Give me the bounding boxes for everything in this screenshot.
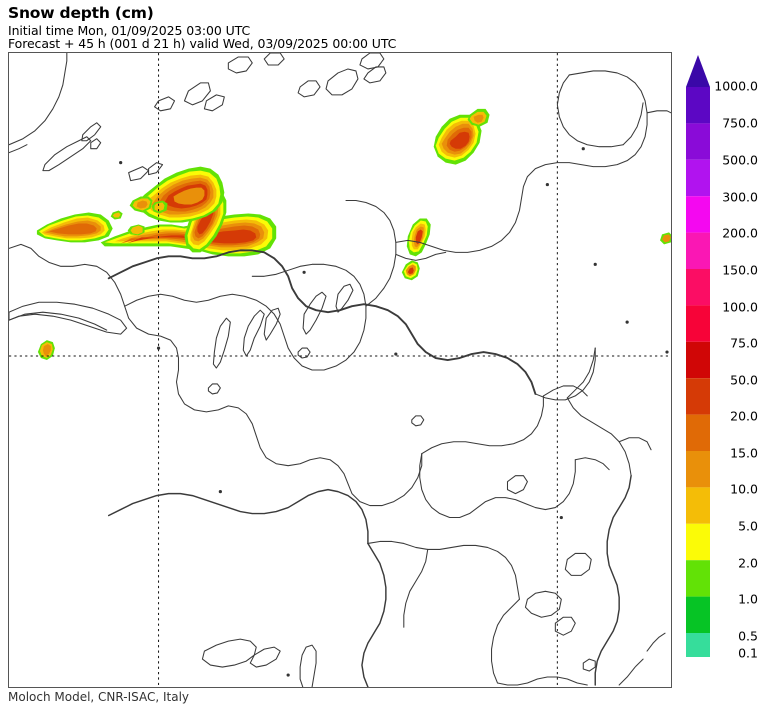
- snow-region-carnic: [401, 260, 420, 281]
- snow-region-small-patch-b: [129, 196, 153, 213]
- map-panel[interactable]: [8, 52, 672, 688]
- forecast-valid-label: Forecast + 45 h (001 d 21 h) valid Wed, …: [8, 36, 397, 51]
- snow-depth-field: [36, 108, 671, 361]
- snow-region-small-patch-d: [110, 210, 123, 220]
- colorbar-label-6: 100.0: [722, 299, 758, 315]
- map-canvas: [9, 53, 671, 687]
- colorbar-label-11: 10.0: [730, 481, 758, 497]
- colorbar-label-13: 2.0: [738, 555, 758, 571]
- snow-region-small-patch-c: [151, 200, 168, 214]
- colorbar-swatches: [686, 55, 710, 657]
- colorbar-label-5: 150.0: [722, 262, 758, 278]
- colorbar-label-16: 0.1: [738, 645, 758, 661]
- colorbar-label-4: 200.0: [722, 225, 758, 241]
- colorbar-label-15: 0.5: [738, 628, 758, 644]
- colorbar: [686, 55, 710, 657]
- colorbar-top-arrow: [686, 55, 710, 87]
- snow-region-western-alps: [36, 212, 113, 243]
- colorbar-label-9: 20.0: [730, 408, 758, 424]
- colorbar-label-7: 75.0: [730, 335, 758, 351]
- model-credit: Moloch Model, CNR-ISAC, Italy: [8, 690, 190, 704]
- page-title: Snow depth (cm): [8, 4, 154, 22]
- colorbar-label-2: 500.0: [722, 152, 758, 168]
- station-dots: [119, 147, 669, 677]
- map-borders: [9, 53, 671, 687]
- snow-region-eastern-alps: [433, 114, 482, 165]
- snow-region-dolomites: [406, 218, 431, 257]
- colorbar-labels: 1000.0 750.0 500.0 300.0 200.0 150.0 100…: [712, 55, 760, 665]
- colorbar-label-3: 300.0: [722, 189, 758, 205]
- colorbar-label-0: 1000.0: [714, 78, 758, 94]
- colorbar-label-1: 750.0: [722, 115, 758, 131]
- snow-region-eastern-alps-strip: [467, 108, 490, 127]
- snow-region-small-patch-a: [127, 224, 145, 236]
- colorbar-label-8: 50.0: [730, 372, 758, 388]
- graticule: [9, 53, 671, 687]
- colorbar-label-12: 5.0: [738, 518, 758, 534]
- snow-region-maritime-alps: [37, 340, 55, 361]
- snow-region-right-edge-speck: [660, 232, 671, 245]
- colorbar-label-10: 15.0: [730, 445, 758, 461]
- initial-time-label: Initial time Mon, 01/09/2025 03:00 UTC: [8, 23, 251, 38]
- colorbar-label-14: 1.0: [738, 591, 758, 607]
